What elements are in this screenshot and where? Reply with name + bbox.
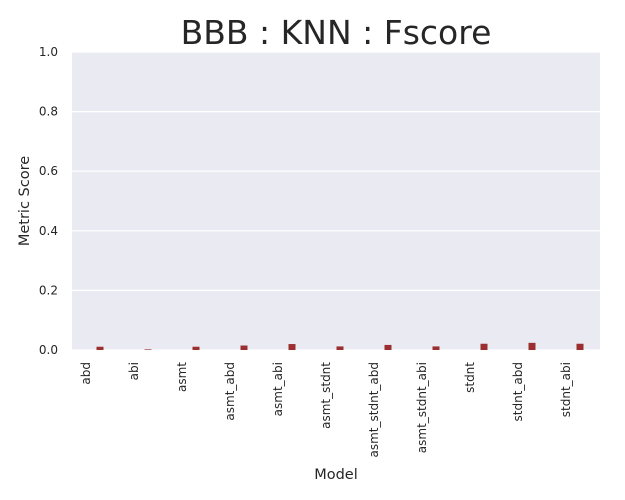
x-tick-label: asmt (175, 362, 189, 392)
bar-abd-series-2 (96, 346, 104, 350)
bar-asmt_abi-series-2 (288, 344, 296, 350)
x-tick-label: abd (79, 362, 93, 385)
y-axis-label: Metric Score (17, 156, 33, 246)
y-tick-label: 1.0 (39, 45, 58, 59)
x-tick-label: asmt_stdnt_abd (367, 362, 381, 457)
bar-stdnt-series-2 (480, 343, 488, 350)
bar-asmt_stdnt_abi-series-2 (432, 346, 440, 350)
bar-asmt_stdnt-series-2 (336, 346, 344, 350)
bar-stdnt_abi-series-2 (576, 343, 584, 350)
y-tick-label: 0.8 (39, 105, 58, 119)
y-tick-labels: 0.0 0.2 0.4 0.6 0.8 1.0 (39, 45, 58, 357)
bar-asmt_stdnt_abd-series-2 (384, 344, 392, 350)
x-tick-label: asmt_abi (271, 362, 285, 416)
bar-asmt_abd-series-2 (240, 345, 248, 350)
chart-title: BBB : KNN : Fscore (181, 13, 492, 52)
x-tick-label: asmt_abd (223, 362, 237, 421)
bar-stdnt_abd-series-2 (528, 342, 536, 350)
x-tick-label: stdnt_abi (559, 362, 573, 417)
y-tick-label: 0.4 (39, 224, 58, 238)
x-tick-label: abi (127, 362, 141, 380)
y-tick-label: 0.6 (39, 164, 58, 178)
x-tick-label: stdnt (463, 362, 477, 393)
y-tick-label: 0.0 (39, 343, 58, 357)
grid-lines (72, 51, 600, 351)
x-tick-label: asmt_stdnt_abi (415, 362, 429, 453)
x-tick-label: asmt_stdnt (319, 362, 333, 429)
x-tick-labels: abd abi asmt asmt_abd asmt_abi asmt_stdnt asmt… (79, 362, 573, 458)
x-tick-label: stdnt_abd (511, 362, 525, 421)
bar-asmt-series-2 (192, 346, 200, 350)
bars (96, 342, 584, 350)
plot-area (72, 52, 600, 350)
x-axis-label: Model (314, 467, 358, 483)
y-tick-label: 0.2 (39, 283, 58, 297)
bar-abi-series-2 (144, 349, 152, 350)
